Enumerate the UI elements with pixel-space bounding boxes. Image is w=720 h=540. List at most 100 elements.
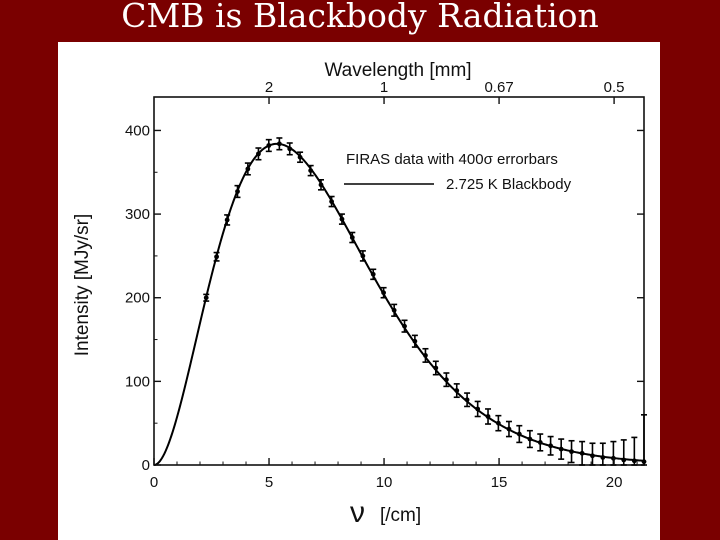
data-point — [380, 286, 387, 299]
x-tick-label: 10 — [376, 474, 393, 491]
data-marker — [516, 431, 522, 437]
data-marker — [329, 199, 334, 204]
top-tick-label: 0.67 — [484, 79, 513, 96]
data-point — [234, 184, 241, 199]
data-point — [265, 138, 272, 153]
x-axis-symbol: ν — [350, 496, 365, 529]
data-marker — [308, 168, 314, 173]
top-tick-label: 1 — [380, 79, 388, 96]
data-point — [620, 439, 627, 466]
data-marker — [423, 353, 428, 358]
data-marker — [276, 141, 282, 147]
data-marker — [569, 449, 574, 455]
plot-panel: 0 5 10 15 20 0 100 200 300 400 2 1 0.67 0.5 Wavelength… — [58, 42, 660, 540]
data-marker — [485, 414, 491, 419]
data-point — [338, 213, 345, 225]
data-marker — [454, 388, 460, 393]
x-tick-label: 15 — [491, 474, 508, 491]
data-point — [505, 420, 512, 438]
data-marker — [641, 459, 647, 465]
data-marker — [590, 453, 595, 459]
data-marker — [287, 146, 293, 152]
data-point — [224, 214, 231, 226]
data-point — [516, 424, 523, 444]
data-point — [370, 268, 377, 281]
data-point — [422, 347, 429, 363]
data-point — [558, 438, 565, 460]
y-tick-label: 0 — [142, 457, 150, 474]
y-tick-label: 400 — [125, 122, 150, 139]
data-marker — [506, 426, 512, 432]
data-point — [307, 164, 314, 177]
data-point — [401, 319, 408, 333]
data-point — [568, 439, 575, 464]
data-marker — [402, 323, 407, 329]
data-point — [411, 334, 418, 348]
data-marker — [297, 154, 303, 160]
data-marker — [558, 446, 564, 452]
data-marker — [548, 443, 554, 449]
data-point — [213, 251, 220, 262]
data-marker — [527, 436, 533, 442]
data-point — [495, 414, 502, 432]
y-tick-label: 200 — [125, 290, 150, 307]
x-tick-label: 20 — [606, 474, 623, 491]
data-point — [526, 429, 533, 449]
data-marker — [339, 216, 345, 222]
top-axis-label: Wavelength [mm] — [324, 60, 471, 81]
data-point — [443, 372, 450, 388]
data-marker — [203, 295, 209, 301]
data-point — [318, 179, 325, 191]
legend-label-data: FIRAS data with 400σ errorbars — [346, 151, 558, 168]
x-tick-label: 0 — [150, 474, 158, 491]
data-point — [255, 147, 262, 161]
data-point — [359, 250, 366, 262]
data-point — [203, 293, 210, 302]
data-point — [297, 151, 304, 164]
data-marker — [381, 290, 386, 296]
data-point — [432, 360, 439, 376]
data-point — [244, 162, 251, 176]
data-point — [537, 433, 544, 452]
data-marker — [349, 235, 355, 240]
data-marker — [412, 338, 418, 344]
data-point — [328, 195, 335, 208]
data-point — [349, 231, 356, 244]
data-marker — [433, 365, 439, 371]
data-marker — [224, 217, 230, 223]
top-tick-label: 2 — [265, 79, 273, 96]
data-marker — [464, 397, 470, 403]
y-axis-label: Intensity [MJy/sr] — [72, 214, 93, 357]
data-marker — [235, 189, 240, 194]
y-tick-label: 300 — [125, 206, 150, 223]
data-point — [641, 414, 647, 466]
data-point — [474, 400, 481, 418]
data-point — [547, 435, 554, 456]
data-point — [464, 392, 471, 408]
data-marker — [266, 143, 272, 148]
data-point — [453, 383, 460, 399]
data-marker — [360, 253, 366, 259]
data-point — [485, 408, 492, 425]
x-tick-label: 5 — [265, 474, 273, 491]
data-marker — [245, 166, 251, 172]
data-marker — [579, 450, 585, 456]
legend-label-model: 2.725 K Blackbody — [446, 176, 572, 193]
plot-frame — [153, 96, 645, 466]
x-axis-unit: [/cm] — [380, 505, 421, 526]
y-tick-label: 100 — [125, 373, 150, 390]
slide-title: CMB is Blackbody Radiation — [121, 0, 599, 35]
data-point — [276, 137, 283, 151]
data-marker — [600, 455, 606, 460]
data-point — [589, 442, 596, 466]
data-marker — [391, 307, 397, 313]
data-marker — [370, 271, 376, 277]
data-point — [391, 303, 398, 317]
data-marker — [256, 151, 261, 157]
data-marker — [537, 440, 543, 445]
data-point — [599, 442, 606, 466]
top-tick-label: 0.5 — [604, 79, 625, 96]
data-point — [286, 142, 293, 156]
data-marker — [443, 377, 449, 383]
data-marker — [621, 457, 627, 463]
